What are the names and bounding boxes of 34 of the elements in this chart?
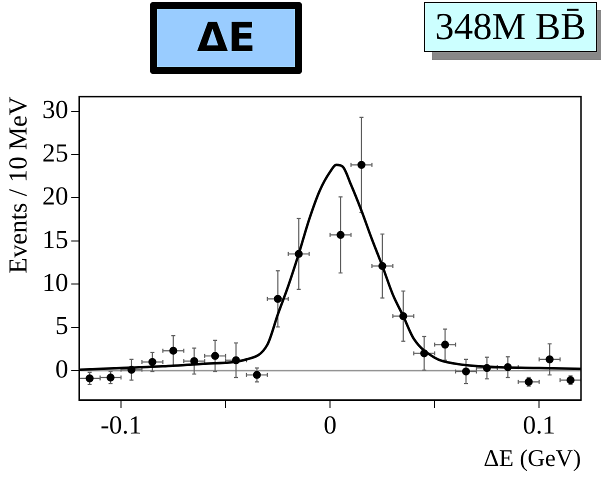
x-tick-label: 0.1 [522, 410, 556, 440]
point [546, 355, 554, 364]
point [169, 346, 178, 355]
point [127, 366, 136, 374]
point [336, 230, 345, 239]
text: 348M BB̄ [424, 2, 597, 52]
point [441, 340, 450, 349]
y-axis-title: Events / 10 MeV [3, 96, 32, 274]
point [274, 294, 282, 303]
point [86, 374, 94, 382]
point [232, 356, 240, 364]
y-tick-label: 25 [42, 138, 68, 168]
point [482, 364, 491, 372]
y-tick-label: 30 [42, 95, 68, 124]
text: ΔE [150, 2, 302, 74]
y-tick-label: 10 [42, 268, 68, 297]
point [378, 262, 386, 270]
y-tick-label: 5 [55, 311, 68, 340]
point [294, 250, 303, 258]
x-tick-label: -0.1 [100, 410, 142, 440]
point [357, 160, 366, 169]
point [420, 349, 428, 358]
x-axis-title: ΔE (GeV) [484, 446, 581, 472]
point [106, 374, 115, 382]
point [148, 358, 156, 366]
point [462, 367, 470, 376]
y-tick-label: 20 [42, 182, 68, 211]
y-tick-label: 15 [42, 224, 68, 254]
point [504, 363, 512, 372]
point [211, 352, 220, 360]
y-tick-label: 0 [55, 354, 68, 384]
point [252, 370, 261, 379]
point [399, 312, 408, 320]
x-tick-label: 0 [324, 410, 337, 440]
